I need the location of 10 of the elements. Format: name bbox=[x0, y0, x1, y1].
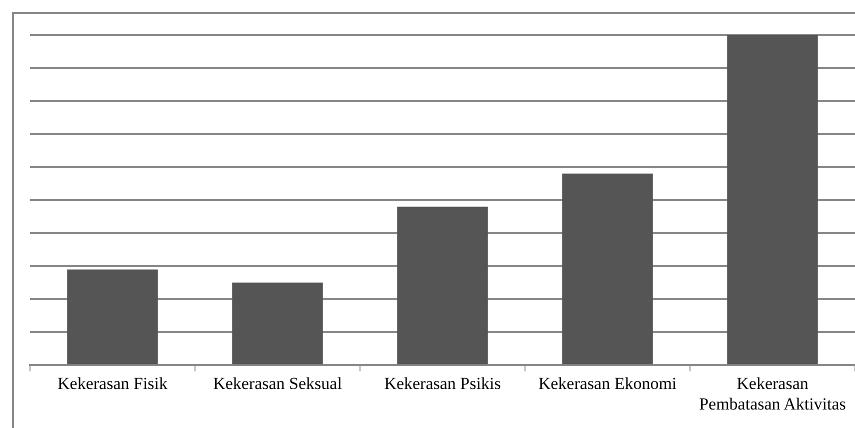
bar bbox=[67, 269, 158, 364]
bar bbox=[562, 174, 653, 364]
bar bbox=[397, 206, 488, 364]
bar bbox=[727, 35, 818, 364]
x-tick-label: Kekerasan Fisik bbox=[57, 374, 168, 393]
x-tick-label: Kekerasan Pembatasan Aktivitas bbox=[699, 374, 846, 414]
x-tick-label: Kekerasan Seksual bbox=[213, 374, 342, 393]
x-tick-label: Kekerasan Ekonomi bbox=[538, 374, 677, 393]
bar bbox=[232, 282, 323, 364]
x-tick-label: Kekerasan Psikis bbox=[384, 374, 501, 393]
